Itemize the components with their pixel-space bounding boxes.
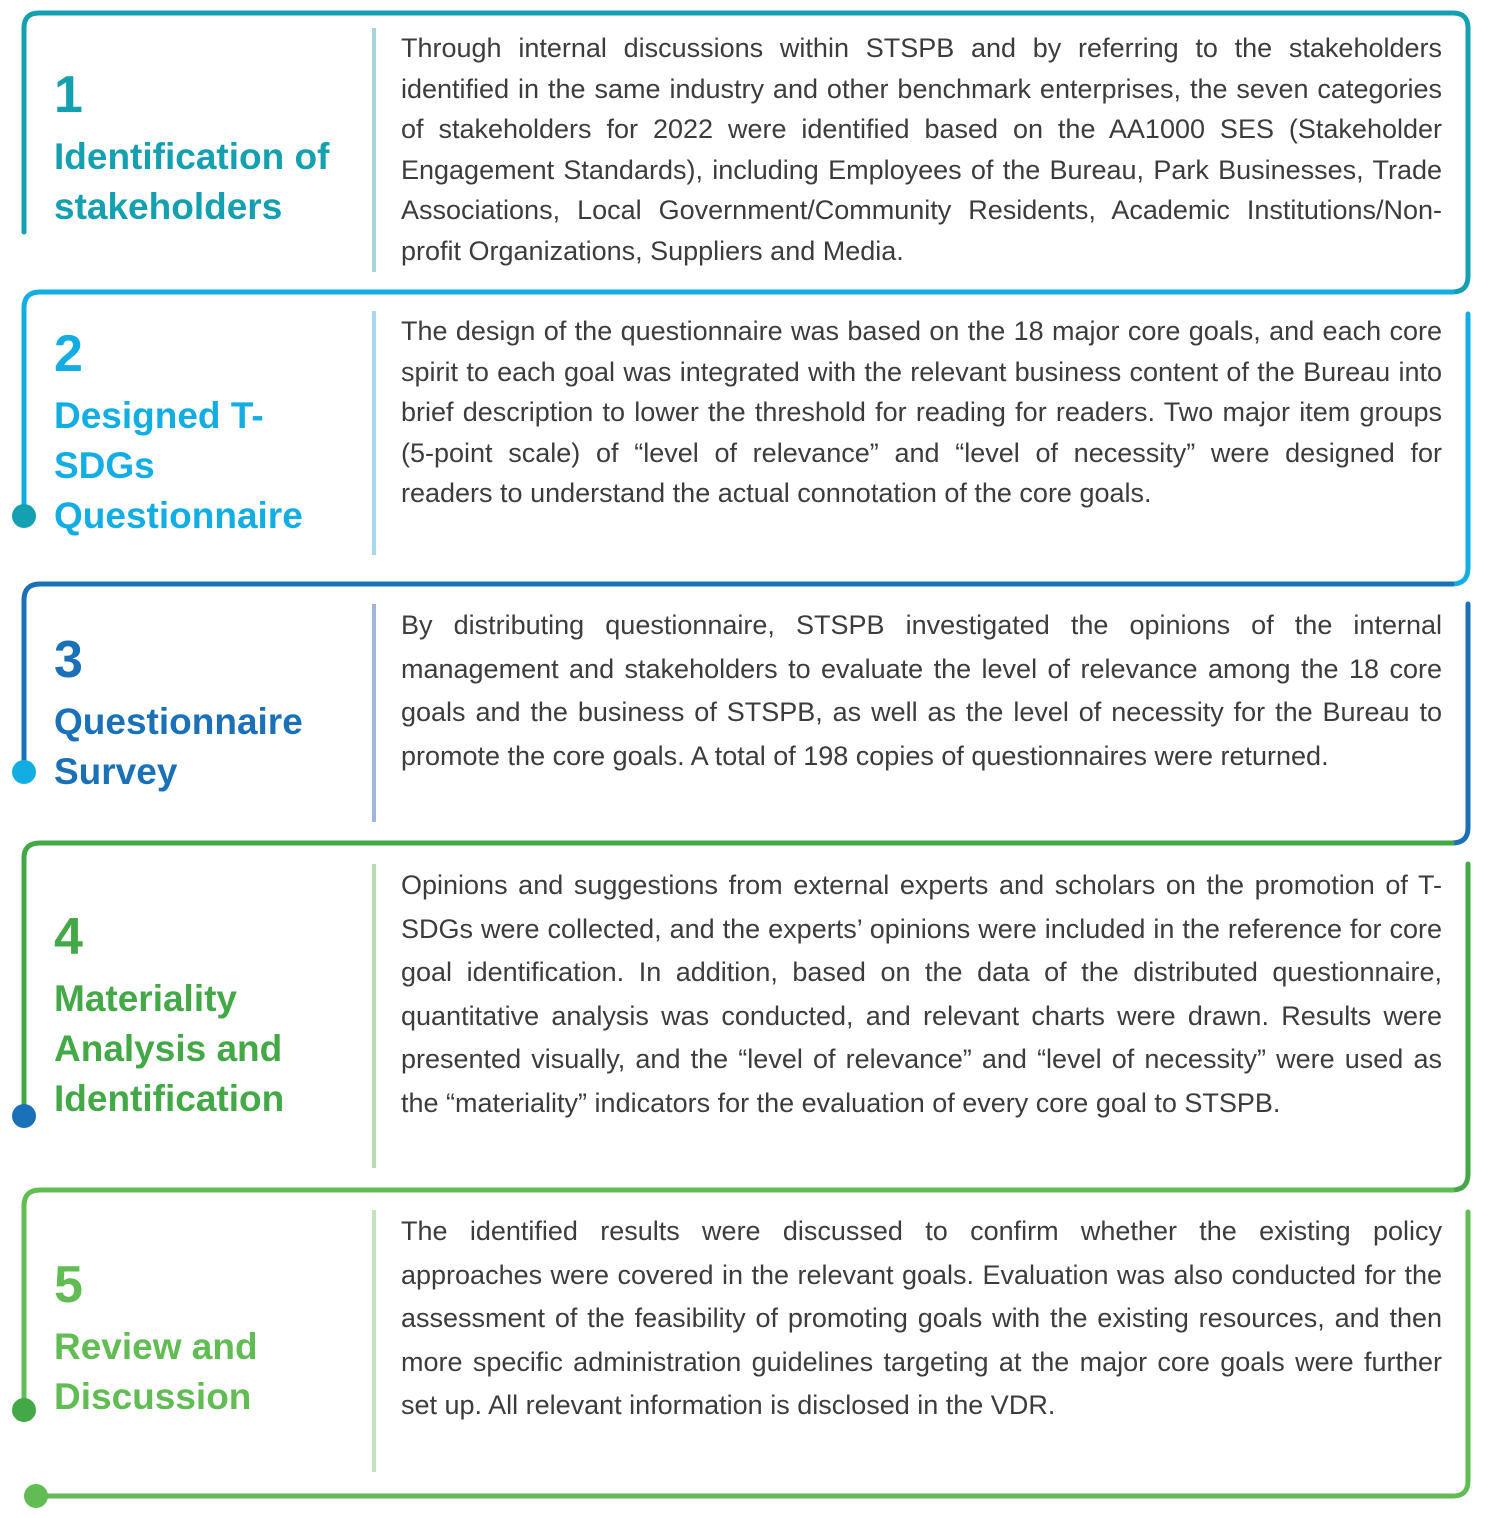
step-5-divider [372, 1210, 376, 1472]
connector-segment-4 [21, 840, 1471, 1193]
step-2-label: 2 Designed T-SDGs Questionnaire [54, 325, 364, 541]
connector-segment-2 [21, 289, 1471, 587]
step-3-title: Questionnaire Survey [54, 701, 303, 792]
step-5-description: The identified results were discussed to… [401, 1216, 1442, 1420]
step-4-number: 4 [54, 908, 83, 966]
connector-dot-2 [12, 504, 36, 528]
connector-dot-5 [12, 1398, 36, 1422]
step-5-label: 5 Review and Discussion [54, 1256, 364, 1422]
step-4-title: Materiality Analysis and Identification [54, 978, 285, 1119]
step-1-description: Through internal discussions within STSP… [401, 33, 1442, 266]
step-3-description: By distributing questionnaire, STSPB inv… [401, 610, 1442, 771]
connector-dot-3 [12, 760, 36, 784]
step-2-title: Designed T-SDGs Questionnaire [54, 395, 303, 536]
step-3-divider [372, 604, 376, 822]
step-1-divider [372, 28, 376, 272]
step-1-title: Identification of stakeholders [54, 136, 330, 227]
step-1-label: 1 Identification of stakeholders [54, 66, 364, 232]
step-3-label: 3 Questionnaire Survey [54, 631, 364, 797]
step-3-number: 3 [54, 631, 83, 689]
step-1-number: 1 [54, 66, 83, 124]
connector-dot-4 [12, 1104, 36, 1128]
step-4-description: Opinions and suggestions from external e… [401, 870, 1442, 1118]
connector-segment-5 [21, 1187, 1471, 1499]
step-4-label: 4 Materiality Analysis and Identificatio… [54, 908, 364, 1124]
connector-segment-3 [21, 581, 1471, 846]
step-5-number: 5 [54, 1256, 83, 1314]
step-2-divider [372, 311, 376, 555]
step-4-divider [372, 864, 376, 1168]
step-5-title: Review and Discussion [54, 1326, 258, 1417]
step-2-description: The design of the questionnaire was base… [401, 316, 1442, 508]
connector-segment-1 [21, 10, 1471, 295]
step-2-number: 2 [54, 325, 83, 383]
connector-dot-end [24, 1484, 48, 1508]
